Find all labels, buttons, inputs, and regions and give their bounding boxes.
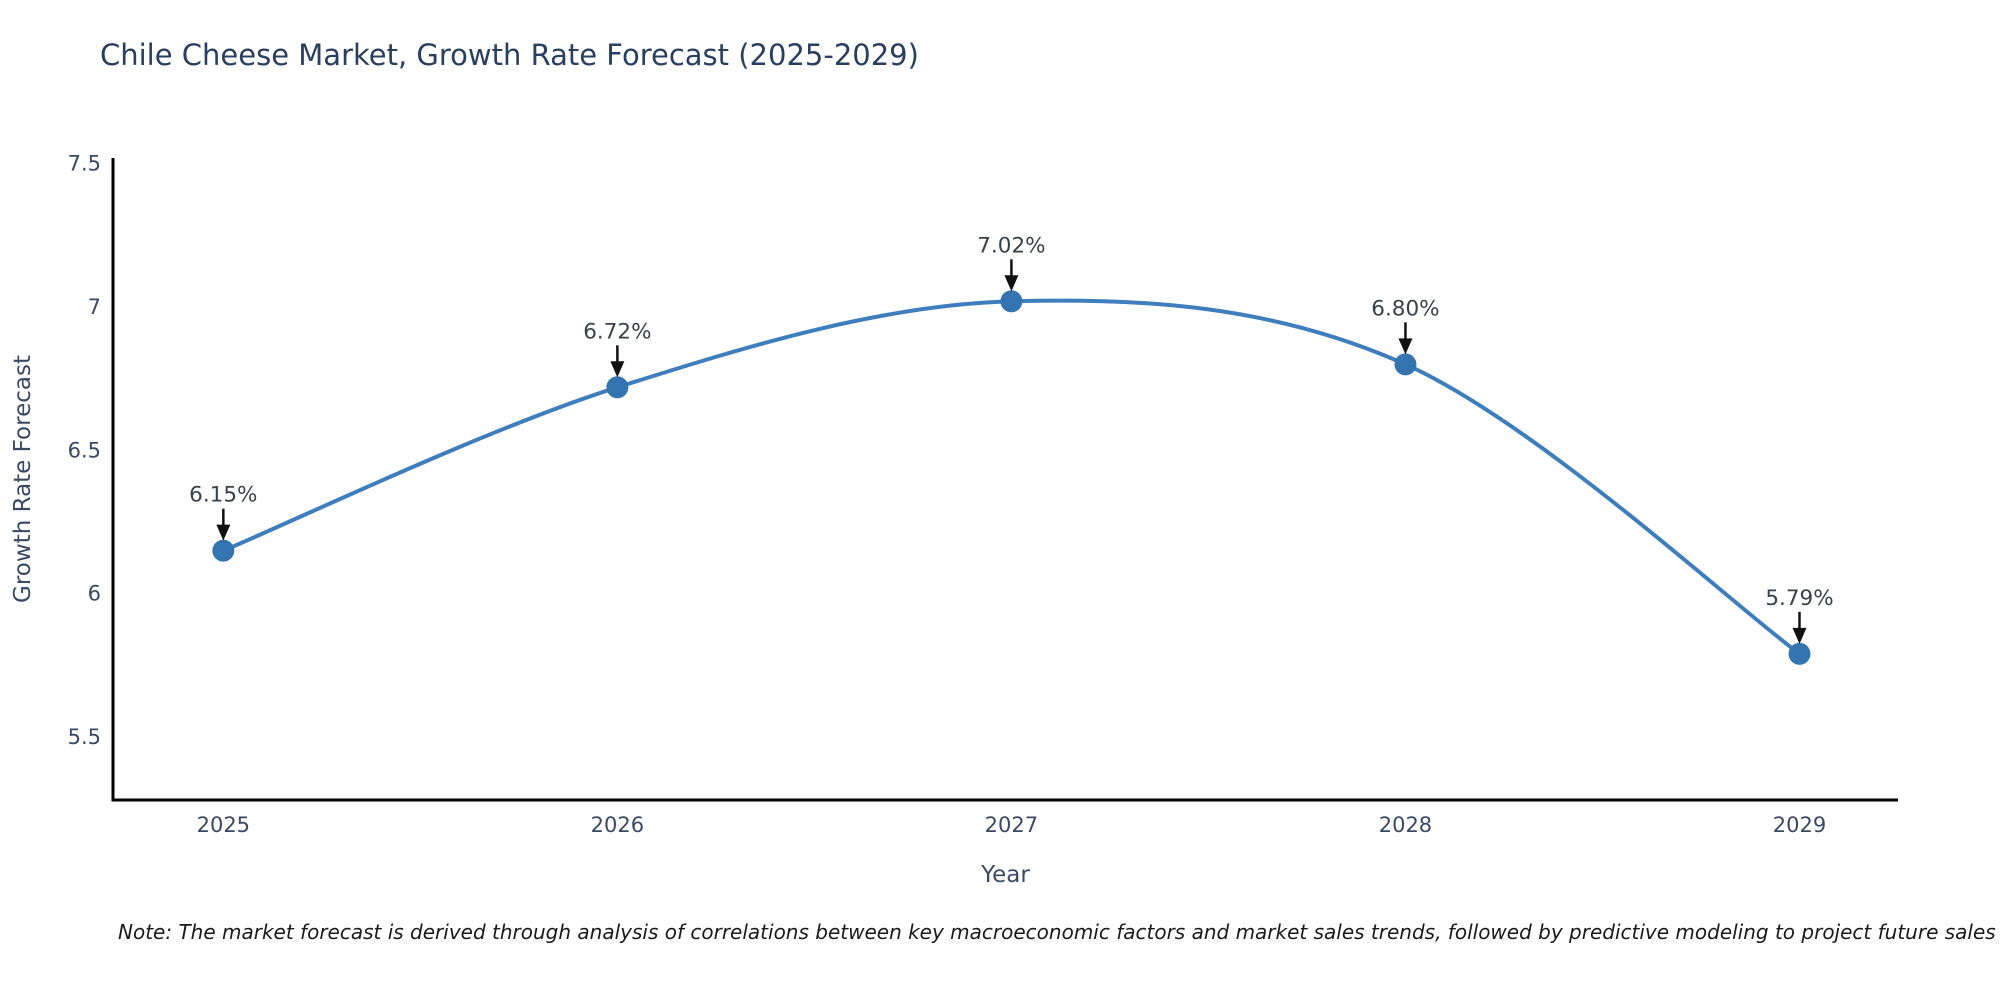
y-axis-title: Growth Rate Forecast [10, 355, 36, 603]
x-tick-label: 2028 [1379, 813, 1432, 837]
annotation-label: 6.15% [189, 483, 257, 508]
chart-title: Chile Cheese Market, Growth Rate Forecas… [100, 38, 919, 72]
data-point-marker [1000, 290, 1023, 313]
y-tick-label: 7.5 [68, 152, 101, 176]
annotation-arrowhead [1398, 338, 1413, 355]
annotation-label: 5.79% [1765, 586, 1833, 611]
x-tick-label: 2026 [591, 813, 644, 837]
y-tick-label: 5.5 [68, 725, 101, 749]
annotation-label: 7.02% [977, 233, 1045, 258]
y-tick-label: 6 [88, 582, 101, 606]
data-point-marker [1394, 353, 1417, 376]
annotation-arrowhead [216, 524, 231, 541]
annotation-arrowhead [610, 361, 625, 378]
data-point-marker [606, 376, 629, 399]
x-tick-label: 2027 [985, 813, 1038, 837]
annotation-arrowhead [1004, 275, 1019, 292]
y-tick-label: 7 [88, 295, 101, 319]
methodology-note: Note: The market forecast is derived thr… [118, 920, 1996, 944]
annotation-label: 6.80% [1371, 296, 1439, 321]
annotation-label: 6.72% [583, 319, 651, 344]
x-tick-label: 2025 [197, 813, 250, 837]
x-axis-title: Year [980, 862, 1030, 888]
series-line [221, 298, 1802, 656]
annotation-arrowhead [1792, 627, 1807, 644]
data-point-marker [1788, 642, 1811, 665]
data-point-marker [212, 539, 235, 562]
x-tick-label: 2029 [1773, 813, 1826, 837]
y-tick-label: 6.5 [68, 438, 101, 462]
